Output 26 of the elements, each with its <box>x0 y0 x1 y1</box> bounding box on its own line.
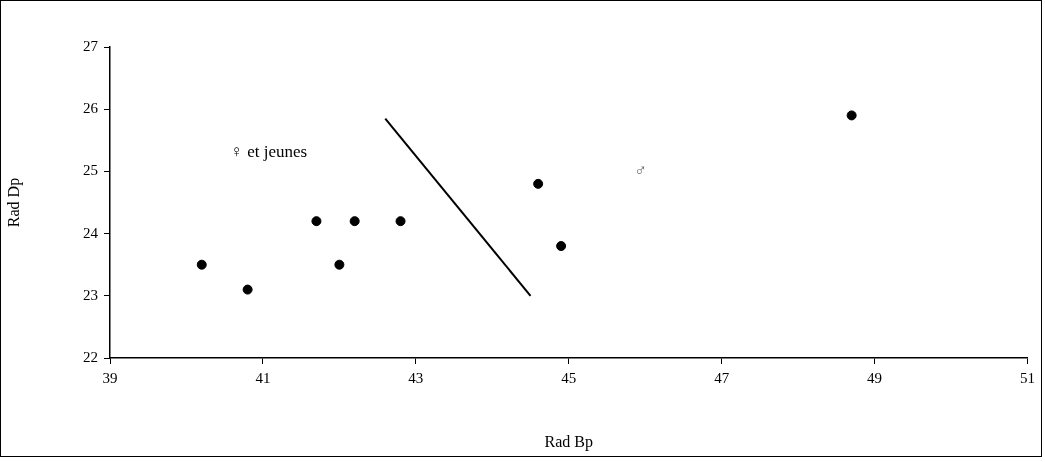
point <box>311 216 322 227</box>
x-tick-label: 45 <box>561 369 577 386</box>
x-tick-label: 43 <box>408 369 424 386</box>
point <box>533 178 544 189</box>
x-axis-title: Rad Bp <box>544 432 593 451</box>
y-tick-label: 24 <box>83 224 99 241</box>
x-tick-label: 51 <box>1020 369 1035 386</box>
y-tick-label: 22 <box>83 348 98 365</box>
annotation: ♂ <box>633 160 647 180</box>
point <box>556 241 567 252</box>
point <box>846 110 857 121</box>
point <box>196 259 207 270</box>
y-tick-label: 23 <box>83 286 98 303</box>
point <box>334 259 345 270</box>
x-tick-label: 49 <box>867 369 883 386</box>
point <box>349 216 360 227</box>
x-tick-label: 47 <box>714 369 730 386</box>
x-tick-label: 39 <box>102 369 118 386</box>
x-tick-label: 41 <box>255 369 271 386</box>
y-axis-title: Rad Dp <box>4 177 23 228</box>
y-tick-label: 26 <box>83 100 99 117</box>
y-tick-label: 25 <box>83 162 98 179</box>
point <box>395 216 406 227</box>
annotation: ♀ et jeunes <box>230 142 308 162</box>
point <box>242 284 253 295</box>
y-tick-label: 27 <box>83 37 99 54</box>
